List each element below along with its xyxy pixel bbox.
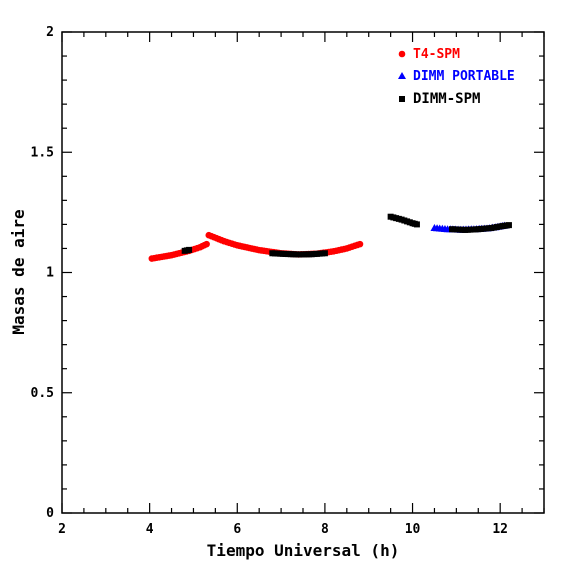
axis-ticks [61,31,545,514]
data-point-t4-spm [203,240,210,248]
data-point-dimm-spm [321,250,328,257]
x-tick-label: 4 [146,522,154,537]
data-point-dimm-spm [505,222,512,229]
y-tick-label: 0.5 [31,386,54,401]
legend-label: T4-SPM [413,47,460,62]
legend-marker-dimm-portable [398,72,406,79]
legend: T4-SPM DIMM PORTABLE DIMM-SPM [398,47,515,107]
y-axis-label: Masas de aire [9,209,28,334]
data-marks [148,213,512,262]
axis-tick-labels: 2 4 6 8 10 12 0 0.5 1 1.5 2 [31,25,508,537]
legend-label: DIMM-SPM [413,91,480,107]
x-tick-label: 6 [233,522,241,537]
data-point-dimm-spm [413,221,420,228]
y-tick-label: 1 [46,266,54,281]
x-tick-label: 12 [492,522,508,537]
x-tick-label: 2 [58,522,66,537]
y-tick-label: 1.5 [31,145,54,160]
data-point-t4-spm [356,240,364,248]
legend-marker-dimm-spm [399,96,405,102]
legend-marker-t4-spm [398,50,406,58]
x-tick-label: 8 [321,522,329,537]
legend-label: DIMM PORTABLE [413,69,515,84]
y-tick-label: 2 [46,25,54,40]
x-tick-label: 10 [405,522,421,537]
y-tick-label: 0 [46,506,54,521]
x-axis-label: Tiempo Universal (h) [207,541,400,560]
data-point-dimm-spm [186,246,193,253]
